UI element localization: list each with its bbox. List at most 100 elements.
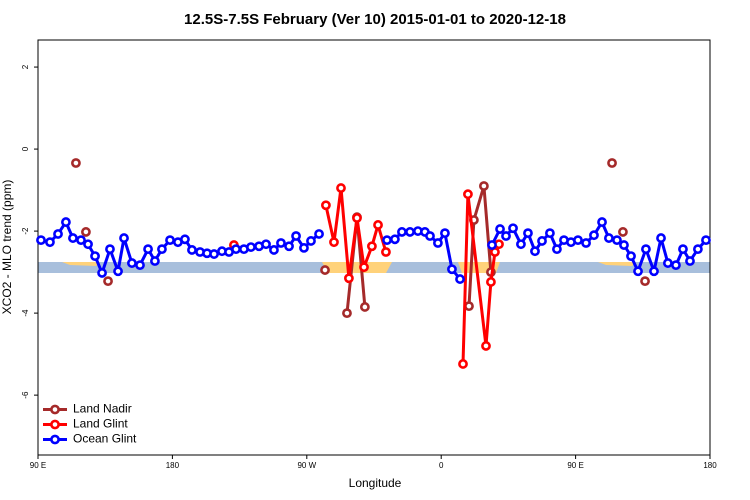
data-point xyxy=(359,262,369,273)
data-point xyxy=(320,265,330,275)
data-point xyxy=(81,227,91,237)
data-point xyxy=(336,183,346,193)
x-tick-label: 90 W xyxy=(297,461,316,470)
land-patch xyxy=(322,262,392,273)
data-point xyxy=(501,231,511,241)
legend-label: Land Nadir xyxy=(73,402,132,416)
data-point xyxy=(71,158,81,168)
data-point xyxy=(447,264,457,275)
data-point xyxy=(701,235,711,246)
data-point xyxy=(261,239,271,250)
data-point xyxy=(581,238,591,248)
data-point xyxy=(76,235,86,246)
data-point xyxy=(103,276,113,287)
data-point xyxy=(329,237,339,248)
data-point xyxy=(405,227,415,237)
data-point xyxy=(486,277,496,287)
data-point xyxy=(269,245,279,255)
data-point xyxy=(516,239,526,250)
data-point xyxy=(618,227,628,237)
data-point xyxy=(604,233,614,243)
data-point xyxy=(187,245,197,255)
data-point xyxy=(495,224,505,234)
data-point xyxy=(276,238,286,248)
data-point xyxy=(83,239,93,250)
y-tick-label: 0 xyxy=(21,146,30,151)
legend-marker xyxy=(50,419,60,430)
data-point xyxy=(45,237,55,248)
data-point xyxy=(530,246,540,257)
data-point xyxy=(342,308,352,319)
data-point xyxy=(455,274,465,284)
data-point xyxy=(382,235,392,246)
data-point xyxy=(487,240,497,250)
data-point xyxy=(633,266,643,277)
data-point xyxy=(90,251,100,262)
data-point xyxy=(685,256,695,266)
data-point xyxy=(537,236,547,246)
y-tick-label: 2 xyxy=(21,64,30,69)
legend-marker xyxy=(50,434,60,445)
data-point xyxy=(607,158,617,168)
data-point xyxy=(135,260,145,271)
data-point xyxy=(68,233,78,243)
data-point xyxy=(626,251,636,262)
data-point xyxy=(612,235,622,246)
data-point xyxy=(165,235,175,246)
data-point xyxy=(127,258,137,268)
data-point xyxy=(119,233,129,243)
data-point xyxy=(481,341,491,351)
y-tick-label: -6 xyxy=(21,391,30,399)
data-point xyxy=(359,302,370,312)
data-point xyxy=(545,228,555,239)
x-axis-label: Longitude xyxy=(349,476,402,490)
data-point xyxy=(314,229,324,239)
y-tick-label: -2 xyxy=(21,227,30,235)
data-point xyxy=(641,244,651,255)
data-point xyxy=(552,244,562,255)
y-tick-label: -4 xyxy=(21,309,30,317)
x-tick-label: 90 E xyxy=(30,461,46,470)
data-point xyxy=(53,229,63,239)
x-tick-label: 90 E xyxy=(567,461,583,470)
data-point xyxy=(656,233,666,243)
data-point xyxy=(390,234,400,245)
data-point xyxy=(671,260,681,271)
data-point xyxy=(649,266,659,277)
data-point xyxy=(180,234,190,245)
y-axis-label: XCO2 - MLO trend (ppm) xyxy=(0,180,14,315)
data-point xyxy=(291,231,301,241)
data-point xyxy=(589,230,599,241)
data-point xyxy=(373,220,383,230)
data-point xyxy=(105,244,115,255)
data-point xyxy=(344,273,354,284)
data-point xyxy=(321,200,331,211)
x-tick-label: 0 xyxy=(439,461,444,470)
x-tick-label: 180 xyxy=(166,461,180,470)
data-point xyxy=(381,247,391,257)
land-patch xyxy=(598,262,636,266)
land-patch xyxy=(62,262,100,266)
x-tick-label: 180 xyxy=(703,461,717,470)
data-point xyxy=(433,238,443,248)
data-point xyxy=(61,217,71,227)
data-point xyxy=(479,181,489,191)
data-point xyxy=(678,244,688,255)
data-point xyxy=(231,244,241,255)
data-point xyxy=(352,213,362,223)
data-point xyxy=(113,266,123,277)
data-point xyxy=(143,244,153,255)
legend-marker xyxy=(50,404,60,415)
data-point xyxy=(693,244,703,255)
data-point xyxy=(246,242,256,252)
data-point xyxy=(619,240,629,250)
legend-label: Land Glint xyxy=(73,417,128,431)
data-point xyxy=(150,256,160,266)
data-point xyxy=(306,236,316,246)
data-point xyxy=(573,235,583,246)
data-point xyxy=(597,217,607,227)
data-point xyxy=(36,235,46,246)
data-point xyxy=(284,241,294,252)
